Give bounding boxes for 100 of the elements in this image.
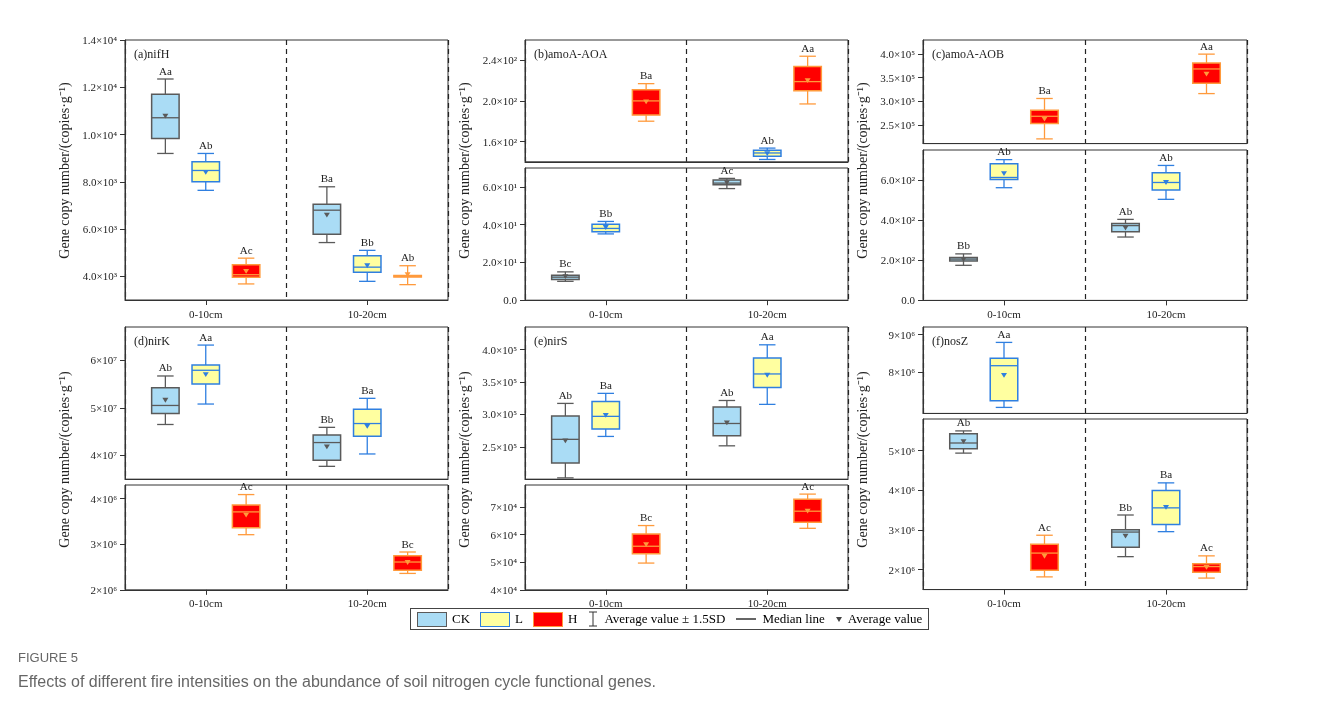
text: Bc xyxy=(640,511,653,524)
text: Ba xyxy=(361,383,374,396)
text: Ab xyxy=(400,251,415,264)
text: Ac xyxy=(239,243,253,256)
text: Ac xyxy=(1038,521,1051,534)
y-axis-title: Gene copy number/(copies·g⁻¹) xyxy=(853,81,871,261)
y-tick-label: 3.0×10⁵ xyxy=(880,95,916,108)
y-axis-title: Gene copy number/(copies·g⁻¹) xyxy=(455,369,473,550)
y-tick-label: 6.0×10³ xyxy=(82,223,118,236)
text: Bb xyxy=(1119,500,1132,513)
text: (f)nosZ xyxy=(932,334,968,348)
y-tick-label: 8×10⁶ xyxy=(888,366,916,379)
legend-label: L xyxy=(515,611,524,627)
text: (d)nirK xyxy=(134,334,171,348)
x-tick-label: 0-10cm xyxy=(188,597,223,610)
y-tick-label: 0.0 xyxy=(901,293,916,306)
y-tick-label: 6×10⁷ xyxy=(90,354,118,367)
text: (b)amoA-AOA xyxy=(534,47,608,61)
y-tick-label: 3.5×10⁵ xyxy=(880,71,916,84)
y-tick-label: 5×10⁷ xyxy=(90,401,118,414)
y-tick-label: 2.5×10⁵ xyxy=(880,118,916,131)
y-tick-label: 3.0×10⁵ xyxy=(482,408,518,421)
y-tick-label: 4×10⁶ xyxy=(888,484,916,497)
text: Ba xyxy=(1159,468,1173,481)
y-tick-label: 4×10⁶ xyxy=(90,492,118,505)
y-tick-label: 4.0×10² xyxy=(880,213,916,226)
y-tick-label: 2.4×10² xyxy=(482,54,518,67)
y-tick-label: 1.0×10⁴ xyxy=(82,128,118,141)
text: (a)nifH xyxy=(134,47,170,61)
x-tick-label: 10-20cm xyxy=(747,597,788,610)
text: Ac xyxy=(720,163,734,176)
text: Aa xyxy=(801,41,815,54)
text: (e)nirS xyxy=(534,334,568,348)
y-tick-label: 4.0×10⁵ xyxy=(482,343,518,356)
text: Bc xyxy=(401,537,414,550)
text: Ab xyxy=(760,133,774,146)
y-tick-label: 4.0×10¹ xyxy=(482,218,517,231)
x-tick-label: 10-20cm xyxy=(1146,597,1186,610)
text: Bb xyxy=(957,238,970,251)
text: Effects of different fire intensities on the abundance of soil nitrogen cycle functional genes. xyxy=(18,673,657,691)
y-tick-label: 2.0×10¹ xyxy=(482,256,517,269)
text: Average value ± 1.5SD xyxy=(604,611,726,627)
y-tick-label: 6.0×10² xyxy=(880,173,916,186)
text: (c)amoA-AOB xyxy=(932,47,1004,61)
text: Aa xyxy=(997,327,1011,340)
text: Ac xyxy=(239,480,253,493)
y-tick-label: 3.5×10⁵ xyxy=(482,376,518,389)
text: Ab xyxy=(956,416,971,429)
text: Ba xyxy=(599,378,612,391)
y-tick-label: 3×10⁶ xyxy=(888,524,916,537)
y-tick-label: 9×10⁶ xyxy=(888,328,916,341)
y-tick-label: 0.0 xyxy=(503,294,518,306)
x-tick-label: 0-10cm xyxy=(588,307,623,320)
text: Bc xyxy=(559,257,572,270)
y-tick-label: 4.0×10³ xyxy=(82,270,118,283)
y-tick-label: 5×10⁴ xyxy=(490,556,518,569)
y-tick-label: 6.0×10¹ xyxy=(482,180,517,193)
x-tick-label: 10-20cm xyxy=(347,307,388,320)
x-tick-label: 0-10cm xyxy=(987,307,1022,320)
y-tick-label: 1.4×10⁴ xyxy=(82,34,118,46)
y-tick-label: 2.5×10⁵ xyxy=(482,440,518,453)
legend-label: CK xyxy=(452,611,471,627)
text: Ac xyxy=(1200,541,1213,554)
y-tick-label: 2.0×10² xyxy=(482,94,518,107)
y-tick-label: 2.0×10² xyxy=(880,253,916,266)
text: Bb xyxy=(360,235,374,248)
y-tick-label: 5×10⁶ xyxy=(888,445,916,458)
text: Bb xyxy=(599,206,613,219)
y-tick-label: 1.6×10² xyxy=(482,135,518,148)
caption: FIGURE 5 xyxy=(18,650,79,665)
y-tick-label: 2×10⁶ xyxy=(888,564,916,577)
x-tick-label: 10-20cm xyxy=(347,597,388,610)
y-axis-title: Gene copy number/(copies·g⁻¹) xyxy=(853,369,871,550)
text: Ac xyxy=(801,479,815,492)
text: Aa xyxy=(158,64,172,77)
x-tick-label: 10-20cm xyxy=(1146,307,1186,320)
text: Ab xyxy=(1159,150,1173,163)
text: Bb xyxy=(320,412,334,425)
text: Ab xyxy=(558,388,573,401)
y-tick-label: 1.2×10⁴ xyxy=(82,81,118,94)
text: Ab xyxy=(199,138,213,151)
text: Ba xyxy=(320,172,333,185)
y-tick-label: 8.0×10³ xyxy=(82,175,118,188)
text: Ba xyxy=(1038,83,1051,96)
legend-label: H xyxy=(568,611,578,627)
text: Ab xyxy=(1118,204,1133,217)
text: Ba xyxy=(640,69,653,82)
text: Aa xyxy=(1200,39,1213,52)
y-tick-label: 4×10⁷ xyxy=(90,449,118,462)
x-tick-label: 0-10cm xyxy=(987,597,1022,610)
text: Aa xyxy=(199,330,213,343)
y-axis-title: Gene copy number/(copies·g⁻¹) xyxy=(55,81,73,261)
text: Ab xyxy=(158,361,173,374)
y-tick-label: 4×10⁴ xyxy=(490,583,518,596)
text: Ab xyxy=(997,144,1011,157)
y-tick-label: 2×10⁶ xyxy=(90,583,118,596)
text: Median line xyxy=(762,611,825,627)
text: Ab xyxy=(720,385,734,398)
y-tick-label: 6×10⁴ xyxy=(490,528,518,541)
y-axis-title: Gene copy number/(copies·g⁻¹) xyxy=(455,81,473,261)
